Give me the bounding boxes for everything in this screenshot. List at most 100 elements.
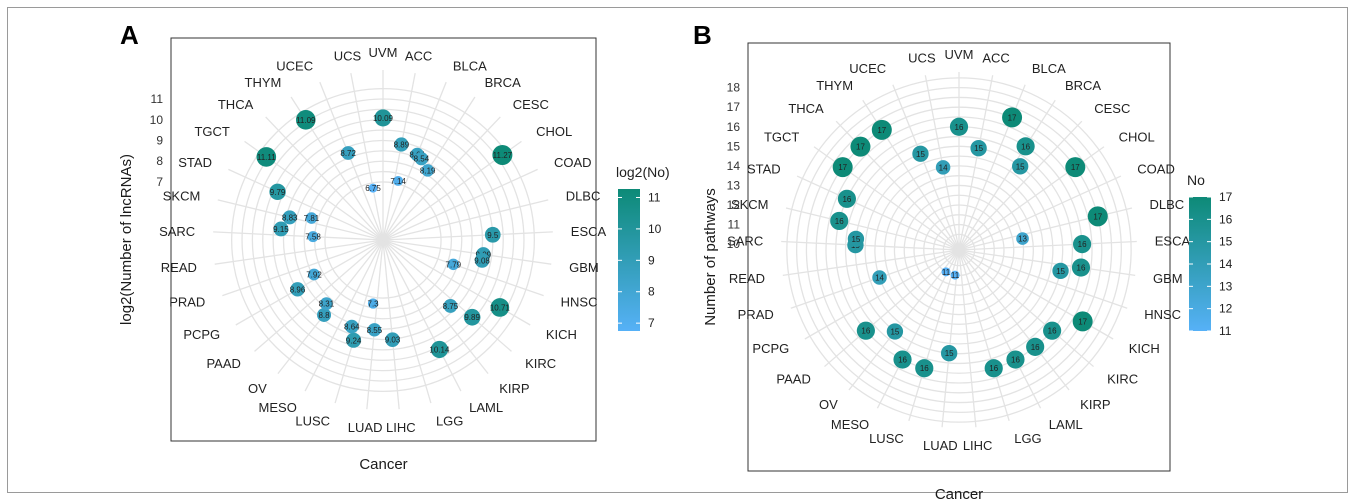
data-point — [307, 231, 319, 243]
category-label: LIHC — [386, 420, 416, 435]
data-point-label: 14 — [875, 274, 884, 283]
data-point-label: 15 — [916, 150, 925, 159]
data-point-label: 16 — [1011, 356, 1020, 365]
data-point-label: 17 — [856, 143, 865, 152]
category-label: LUSC — [869, 431, 904, 446]
data-point-label: 8.19 — [420, 166, 436, 175]
data-point — [912, 145, 929, 162]
data-point-label: 17 — [838, 163, 847, 172]
grid-spoke — [908, 249, 960, 421]
category-label: PCPG — [183, 327, 220, 342]
data-point — [484, 226, 501, 243]
data-point-label: 6.75 — [365, 184, 381, 193]
category-label: COAD — [1137, 162, 1175, 177]
data-point — [1087, 206, 1108, 227]
data-point-label: 9.79 — [270, 188, 286, 197]
category-label: SKCM — [163, 189, 201, 204]
grid-spoke — [892, 84, 960, 251]
legend-tick-label: 14 — [1219, 257, 1233, 271]
legend-tick-label: 13 — [1219, 279, 1233, 293]
data-point-label: 7.3 — [368, 299, 380, 308]
grid-spoke — [265, 116, 384, 241]
category-label: LIHC — [963, 438, 993, 453]
data-point — [443, 299, 458, 313]
data-point — [1026, 337, 1045, 356]
data-point-label: 16 — [898, 356, 907, 365]
grid-spoke — [228, 168, 384, 241]
data-point-label: 16 — [1048, 327, 1057, 336]
grid-spoke — [319, 81, 384, 241]
data-point — [463, 308, 481, 326]
category-label: THCA — [788, 101, 824, 116]
data-point — [872, 270, 887, 285]
category-label: LUAD — [348, 420, 383, 435]
panel-a-chart: UVM ACC BLCA BRCA CESC CHOL COAD DLBC ESCA GBM HNS… — [118, 37, 670, 473]
y-tick-label: 9 — [156, 133, 163, 147]
legend-tick-label: 9 — [648, 253, 655, 267]
grid-spoke — [796, 175, 960, 251]
grid-spoke — [824, 249, 960, 368]
grid-spoke — [382, 81, 447, 241]
data-point — [970, 140, 987, 157]
y-tick-label: 12 — [727, 198, 741, 212]
data-point-label: 8.89 — [394, 141, 410, 150]
grid-spoke — [350, 72, 384, 241]
data-point-label: 10.14 — [429, 345, 450, 354]
grid-spoke — [958, 249, 977, 428]
data-point — [414, 151, 429, 166]
legend-tick-label: 7 — [648, 316, 655, 330]
data-point-label: 16 — [842, 195, 851, 204]
data-point — [1052, 262, 1069, 280]
category-label: PRAD — [738, 307, 774, 322]
data-point — [1072, 311, 1093, 332]
category-label: TGCT — [194, 124, 229, 139]
x-axis-title: Cancer — [935, 486, 983, 500]
data-point — [949, 117, 969, 136]
grid-spoke — [958, 249, 1042, 409]
data-point-label: 15 — [851, 235, 860, 244]
category-label: KIRC — [1107, 371, 1138, 386]
category-label: CHOL — [536, 124, 572, 139]
data-point-label: 16 — [1021, 142, 1030, 151]
data-point-label: 8.83 — [282, 213, 298, 222]
grid-spoke — [382, 239, 544, 297]
data-point — [345, 319, 359, 334]
grid-spoke — [804, 249, 960, 340]
data-point — [492, 144, 513, 165]
data-point-label: 9.15 — [273, 225, 289, 234]
y-axis-title: log2(Number of lncRNAs) — [118, 154, 135, 325]
category-label: PAAD — [206, 356, 240, 371]
category-label: MESO — [259, 400, 297, 415]
data-point — [1073, 235, 1092, 254]
category-label: UCS — [908, 51, 936, 66]
category-label: PRAD — [169, 294, 205, 309]
data-point — [871, 119, 892, 140]
data-point-label: 7.81 — [304, 214, 320, 223]
category-label: HNSC — [1144, 307, 1181, 322]
legend-colorbar — [1189, 197, 1211, 331]
grid-spoke — [941, 249, 960, 428]
legend-tick-label: 12 — [1219, 302, 1233, 316]
legend-tick-label: 8 — [648, 285, 655, 299]
data-point-label: 16 — [1078, 240, 1087, 249]
data-point — [915, 359, 934, 378]
data-point — [837, 189, 856, 208]
category-label: UVM — [369, 45, 398, 60]
figure-frame — [7, 7, 1348, 493]
data-point-label: 13 — [1018, 235, 1027, 244]
data-point — [367, 298, 379, 309]
grid-spoke — [785, 207, 960, 251]
data-point-label: 16 — [1031, 343, 1040, 352]
category-label: COAD — [554, 155, 592, 170]
category-label: ESCA — [571, 224, 607, 239]
y-axis-title: Number of pathways — [702, 188, 719, 326]
data-point-label: 15 — [1056, 267, 1065, 276]
category-label: ESCA — [1155, 234, 1191, 249]
data-point-label: 11 — [942, 268, 951, 277]
category-label: LUAD — [923, 438, 958, 453]
grid-spoke — [304, 239, 384, 392]
data-point-label: 9.24 — [346, 336, 362, 345]
legend-tick-label: 10 — [648, 222, 662, 236]
data-point-label: 15 — [974, 144, 983, 153]
grid-spoke — [958, 249, 1010, 421]
